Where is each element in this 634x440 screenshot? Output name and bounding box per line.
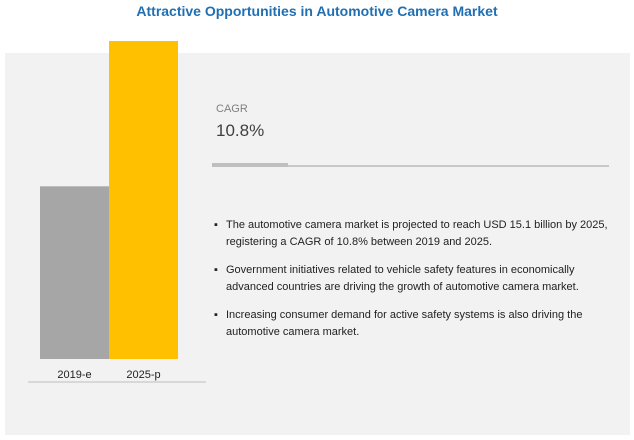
divider-accent (212, 163, 288, 167)
bars-group (40, 41, 178, 359)
key-point-item: ▪ Increasing consumer demand for active s… (212, 307, 612, 340)
x-tick-label: 2019-e (57, 369, 91, 381)
bullet-icon: ▪ (214, 219, 218, 231)
bar-2025-p (109, 41, 178, 359)
key-point-text: Increasing consumer demand for active sa… (226, 309, 583, 338)
key-points-list: ▪ The automotive camera market is project… (212, 217, 612, 352)
cagr-label: CAGR (216, 103, 248, 115)
divider-line (212, 165, 609, 167)
x-tick-label: 2025-p (126, 369, 160, 381)
key-point-item: ▪ The automotive camera market is project… (212, 217, 612, 250)
key-point-item: ▪ Government initiatives related to vehic… (212, 262, 612, 295)
cagr-value: 10.8% (216, 121, 265, 140)
x-tick-labels: 2019-e 2025-p (57, 369, 160, 381)
key-point-text: The automotive camera market is projecte… (226, 219, 608, 248)
bullet-icon: ▪ (214, 264, 218, 276)
bullet-icon: ▪ (214, 309, 218, 321)
chart-title: Attractive Opportunities in Automotive C… (136, 3, 498, 19)
key-point-text: Government initiatives related to vehicl… (226, 264, 579, 293)
bar-2019-e (40, 186, 109, 359)
